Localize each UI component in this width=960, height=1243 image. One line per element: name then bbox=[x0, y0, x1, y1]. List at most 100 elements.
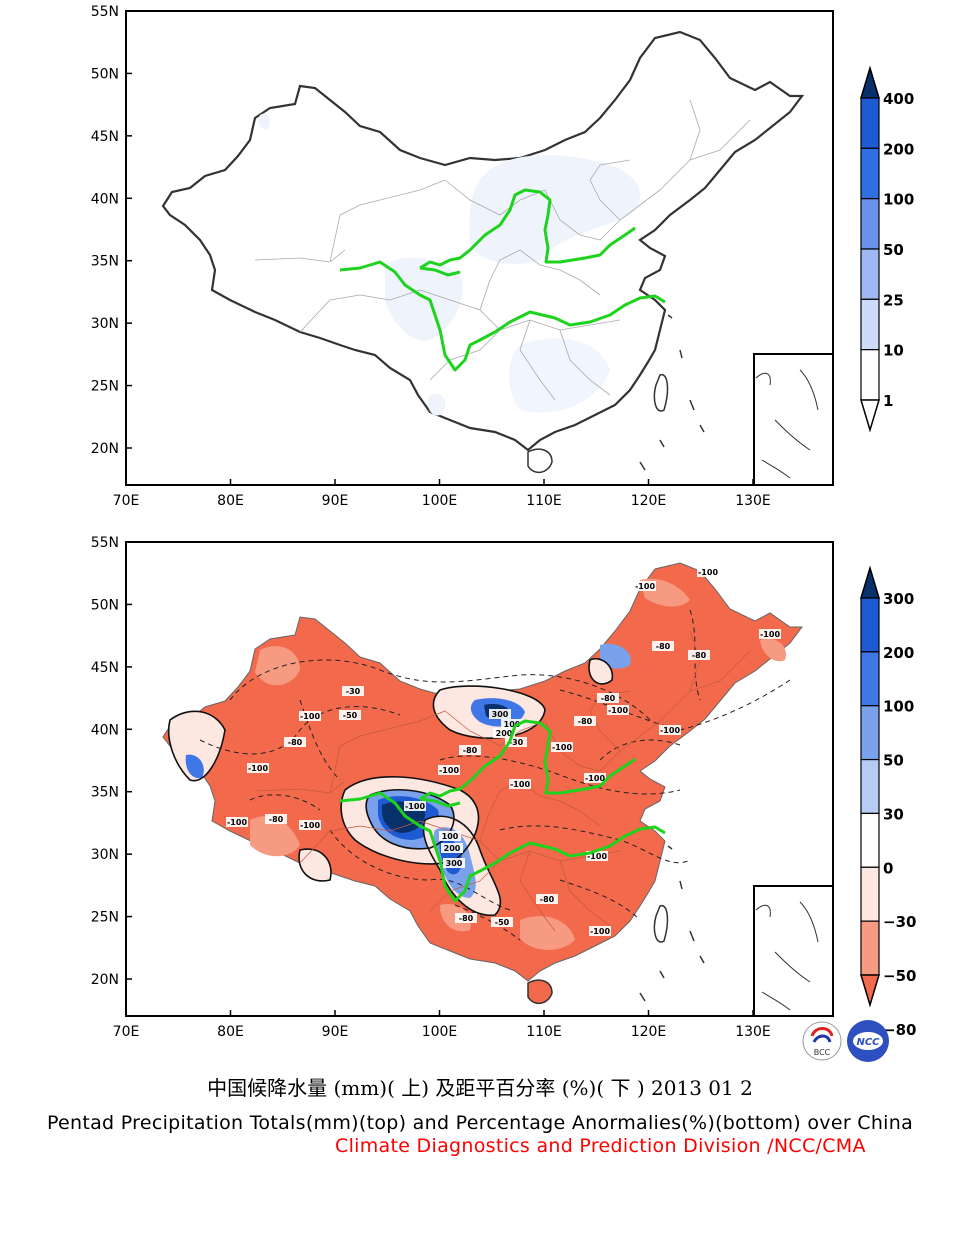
organization-caption: Climate Diagnostics and Prediction Divis… bbox=[335, 1135, 866, 1157]
hainan-island bbox=[527, 979, 553, 1005]
taiwan-island bbox=[653, 905, 669, 943]
contour-label: 300 bbox=[446, 859, 463, 868]
rivers bbox=[339, 188, 666, 372]
contour-label: -100 bbox=[227, 818, 247, 827]
colorbar-label: 50 bbox=[883, 241, 904, 259]
lat-tick-label: 25N bbox=[91, 910, 119, 926]
contour-label: -30 bbox=[509, 738, 524, 747]
contour-label: -100 bbox=[510, 780, 530, 789]
colorbar-swatch bbox=[860, 920, 880, 976]
lat-tick-label: 30N bbox=[91, 847, 119, 863]
colorbar-swatch bbox=[860, 147, 880, 200]
colorbar-label: 1 bbox=[883, 392, 893, 410]
lat-tick-label: 20N bbox=[91, 441, 119, 457]
lat-tick-label: 25N bbox=[91, 379, 119, 395]
percentage-anomaly-map: -100 -100 -100 -80 -80 -100 -100 -30 -50 -100 -80 -… bbox=[91, 535, 917, 1040]
colorbar-label: 300 bbox=[883, 590, 914, 608]
islands bbox=[527, 314, 705, 474]
contour-label: -50 bbox=[495, 918, 510, 927]
ncc-logo: NCC bbox=[847, 1020, 889, 1062]
yellow-river bbox=[419, 797, 461, 808]
contour-label: -100 bbox=[698, 568, 718, 577]
contour-label: -30 bbox=[346, 687, 361, 696]
svg-text:BCC: BCC bbox=[814, 1048, 831, 1057]
colorbar-cap bbox=[859, 65, 881, 99]
lon-tick-label: 90E bbox=[322, 493, 349, 509]
islands bbox=[527, 845, 705, 1005]
taiwan-island bbox=[653, 374, 669, 412]
colorbar-cap bbox=[859, 974, 881, 1008]
contour-label: -50 bbox=[343, 711, 358, 720]
yellow-river bbox=[419, 719, 636, 801]
colorbar-label: −80 bbox=[883, 1021, 916, 1039]
contour-label: -100 bbox=[300, 821, 320, 830]
colorbar-label: 100 bbox=[883, 191, 914, 209]
colorbar-label: 10 bbox=[883, 342, 904, 360]
contour-label: -80 bbox=[578, 717, 593, 726]
colorbar-cap bbox=[859, 399, 881, 433]
colorbar-label: 200 bbox=[883, 644, 914, 662]
contour-label: -100 bbox=[585, 774, 605, 783]
colorbar-label: 400 bbox=[883, 90, 914, 108]
hainan-island bbox=[527, 448, 553, 474]
lon-tick-label: 110E bbox=[526, 493, 562, 509]
contour-label: -100 bbox=[635, 582, 655, 591]
contour-label: -80 bbox=[459, 914, 474, 923]
rivers bbox=[339, 719, 666, 903]
china-outline bbox=[162, 562, 803, 982]
lat-tick-label: 50N bbox=[91, 66, 119, 82]
contour-labels: -100 -100 -100 -80 -80 -100 -100 -30 -50 -100 -80 -… bbox=[226, 567, 781, 936]
contour-label: -80 bbox=[540, 895, 555, 904]
colorbar-swatch bbox=[860, 651, 880, 707]
colorbar-label: 25 bbox=[883, 291, 904, 309]
contour-label: 100 bbox=[442, 832, 459, 841]
lon-tick-label: 130E bbox=[735, 493, 771, 509]
colorbar-swatch bbox=[860, 198, 880, 250]
lat-tick-label: 35N bbox=[91, 254, 119, 270]
yellow-river bbox=[419, 266, 461, 277]
colorbar-swatch bbox=[860, 758, 880, 815]
lat-tick-label: 20N bbox=[91, 972, 119, 988]
contour-label: -100 bbox=[660, 726, 680, 735]
contour-label: -80 bbox=[463, 746, 478, 755]
south-china-sea-inset bbox=[753, 885, 834, 1017]
colorbar-label: 100 bbox=[883, 698, 914, 716]
lat-tick-label: 50N bbox=[91, 597, 119, 613]
contour-label: -100 bbox=[439, 766, 459, 775]
precip-colorbar: 400 200 100 50 25 10 1 bbox=[859, 65, 914, 433]
contour-label: -80 bbox=[692, 651, 707, 660]
contour-label: -100 bbox=[248, 764, 268, 773]
lat-tick-label: 55N bbox=[91, 535, 119, 551]
lat-tick-label: 40N bbox=[91, 191, 119, 207]
contour-label: -100 bbox=[300, 712, 320, 721]
contour-label: -80 bbox=[601, 694, 616, 703]
lat-tick-label: 55N bbox=[91, 4, 119, 20]
colorbar-label: −30 bbox=[883, 913, 916, 931]
lat-tick-label: 30N bbox=[91, 316, 119, 332]
contour-label: 200 bbox=[444, 844, 461, 853]
colorbar-swatch bbox=[860, 597, 880, 653]
contour-label: -80 bbox=[269, 815, 284, 824]
south-china-sea-inset bbox=[753, 353, 834, 486]
contour-label: 200 bbox=[496, 729, 513, 738]
colorbar-label: 200 bbox=[883, 140, 914, 158]
colorbar-label: −50 bbox=[883, 967, 916, 985]
bcc-logo: BCC bbox=[802, 1021, 842, 1061]
colorbar-swatch bbox=[860, 705, 880, 761]
lat-tick-label: 35N bbox=[91, 785, 119, 801]
colorbar-swatch bbox=[860, 812, 880, 868]
contour-label: -100 bbox=[405, 802, 425, 811]
contour-label: -100 bbox=[552, 743, 572, 752]
contour-label: -80 bbox=[288, 738, 303, 747]
yangtze-river bbox=[339, 791, 666, 903]
contour-label: -100 bbox=[587, 852, 607, 861]
province-boundaries bbox=[254, 99, 751, 401]
contour-label: 300 bbox=[492, 710, 509, 719]
lat-tick-label: 40N bbox=[91, 722, 119, 738]
english-caption: Pentad Precipitation Totals(mm)(top) and… bbox=[46, 1112, 914, 1134]
colorbar-swatch bbox=[860, 248, 880, 300]
lon-tick-label: 90E bbox=[322, 1024, 349, 1040]
colorbar-label: 0 bbox=[883, 859, 893, 877]
lat-tick-label: 45N bbox=[91, 660, 119, 676]
